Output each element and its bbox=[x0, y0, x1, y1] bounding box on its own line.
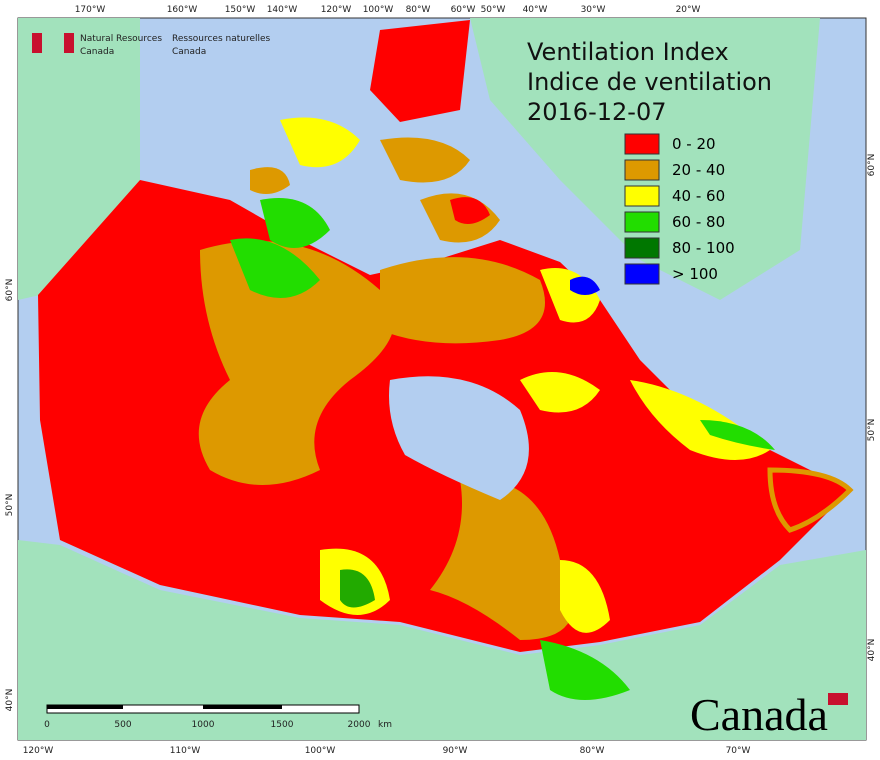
agency-fr: Ressources naturelles bbox=[172, 34, 271, 44]
island bbox=[280, 117, 360, 168]
title: Ventilation Index bbox=[527, 38, 729, 66]
zone bbox=[230, 238, 320, 298]
graticule-label: 170°W bbox=[75, 5, 106, 15]
graticule-label: 40°N bbox=[867, 639, 877, 662]
graticule-label: 100°W bbox=[305, 746, 336, 756]
island bbox=[450, 197, 490, 224]
graticule-label: 20°W bbox=[676, 5, 701, 15]
alaska bbox=[18, 18, 140, 300]
legend-label: 0 - 20 bbox=[672, 135, 716, 153]
usa bbox=[18, 540, 866, 740]
agency-fr: Canada bbox=[172, 47, 206, 57]
legend-label: 20 - 40 bbox=[672, 161, 725, 179]
legend-label: > 100 bbox=[672, 265, 718, 283]
graticule-label: 110°W bbox=[170, 746, 201, 756]
island bbox=[260, 198, 330, 248]
scale-segment bbox=[203, 705, 282, 709]
scale-label: 2000 bbox=[348, 720, 371, 730]
graticule-label: 50°N bbox=[867, 419, 877, 442]
zone bbox=[570, 276, 600, 295]
island bbox=[250, 167, 290, 194]
generated: 0 - 20 20 - 40 40 - 60 60 - 80 80 - 100 > 100… bbox=[5, 5, 877, 756]
graticule-label: 60°W bbox=[451, 5, 476, 15]
graticule-label: 40°N bbox=[5, 689, 15, 712]
graticule-label: 60°N bbox=[867, 154, 877, 177]
logo-flag bbox=[32, 33, 42, 53]
scale-segment bbox=[47, 705, 123, 709]
scale-label: 1000 bbox=[192, 720, 215, 730]
legend-label: 60 - 80 bbox=[672, 213, 725, 231]
legend-label: 40 - 60 bbox=[672, 187, 725, 205]
graticule-label: 120°W bbox=[23, 746, 54, 756]
date: 2016-12-07 bbox=[527, 98, 666, 126]
graticule-label: 90°W bbox=[443, 746, 468, 756]
greenland bbox=[470, 18, 820, 300]
legend-swatch bbox=[624, 133, 660, 155]
legend-label: 80 - 100 bbox=[672, 239, 735, 257]
zone bbox=[700, 420, 775, 450]
graticule-label: 100°W bbox=[363, 5, 394, 15]
graticule-label: 120°W bbox=[321, 5, 352, 15]
graticule-label: 70°W bbox=[726, 746, 751, 756]
zone bbox=[520, 372, 600, 413]
scale-label: 1500 bbox=[271, 720, 294, 730]
zone bbox=[340, 569, 375, 608]
wordmark-flag bbox=[828, 693, 848, 705]
agency-en: Natural Resources bbox=[80, 34, 162, 44]
logo-flag bbox=[64, 33, 74, 53]
graticule-label: 80°W bbox=[580, 746, 605, 756]
legend-swatch bbox=[624, 263, 660, 285]
graticule-label: 140°W bbox=[267, 5, 298, 15]
legend-swatch bbox=[624, 237, 660, 259]
zone bbox=[380, 257, 545, 344]
scale-label: 500 bbox=[114, 720, 131, 730]
scale-label: 0 bbox=[44, 720, 50, 730]
graticule-label: 50°W bbox=[481, 5, 506, 15]
scale-unit: km bbox=[378, 720, 392, 730]
graticule-label: 150°W bbox=[225, 5, 256, 15]
island bbox=[380, 137, 470, 183]
graticule-label: 160°W bbox=[167, 5, 198, 15]
wordmark: Canada bbox=[690, 689, 828, 740]
ellesmere bbox=[370, 20, 470, 122]
legend-swatch bbox=[624, 159, 660, 181]
graticule-label: 30°W bbox=[581, 5, 606, 15]
legend-swatch bbox=[624, 185, 660, 207]
zone bbox=[198, 241, 395, 485]
zone bbox=[560, 560, 610, 633]
hudson-bay bbox=[389, 376, 529, 500]
title: Indice de ventilation bbox=[527, 68, 772, 96]
legend-swatch bbox=[624, 211, 660, 233]
zone bbox=[540, 640, 630, 700]
graticule-label: 60°N bbox=[5, 279, 15, 302]
graticule-label: 50°N bbox=[5, 494, 15, 517]
zone bbox=[430, 479, 574, 640]
graticule-label: 80°W bbox=[406, 5, 431, 15]
graticule-label: 40°W bbox=[523, 5, 548, 15]
zone bbox=[767, 467, 854, 533]
agency-en: Canada bbox=[80, 47, 114, 57]
